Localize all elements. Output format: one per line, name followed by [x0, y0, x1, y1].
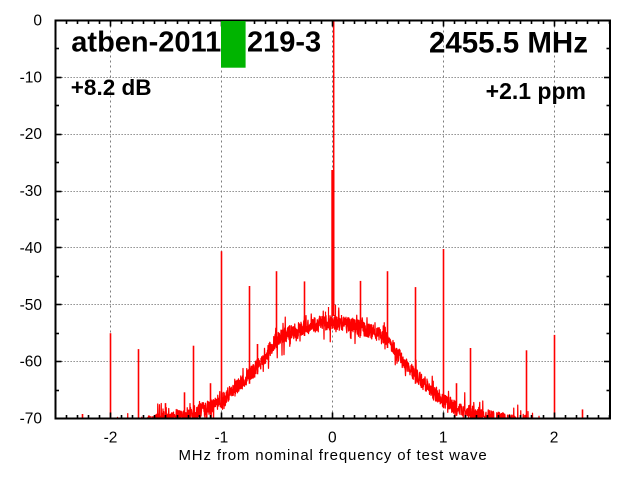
svg-text:-2: -2 — [104, 430, 118, 447]
svg-text:-10: -10 — [20, 69, 43, 86]
svg-text:0: 0 — [328, 430, 337, 447]
svg-text:219-3: 219-3 — [247, 27, 321, 59]
svg-text:-60: -60 — [20, 354, 43, 371]
svg-text:1: 1 — [439, 430, 448, 447]
svg-text:0: 0 — [33, 12, 42, 29]
svg-text:-50: -50 — [20, 297, 43, 314]
svg-text:atben-2011: atben-2011 — [71, 27, 221, 59]
svg-text:2455.5 MHz: 2455.5 MHz — [429, 27, 588, 60]
svg-text:-1: -1 — [215, 430, 229, 447]
svg-text:MHz from nominal frequency of: MHz from nominal frequency of test wave — [178, 447, 487, 464]
svg-text:-40: -40 — [20, 240, 43, 257]
svg-text:+8.2 dB: +8.2 dB — [71, 75, 152, 100]
svg-text:-20: -20 — [20, 126, 43, 143]
svg-text:-70: -70 — [20, 411, 43, 428]
svg-text:-30: -30 — [20, 183, 43, 200]
svg-text:+2.1 ppm: +2.1 ppm — [486, 78, 586, 104]
svg-text:2: 2 — [550, 430, 559, 447]
